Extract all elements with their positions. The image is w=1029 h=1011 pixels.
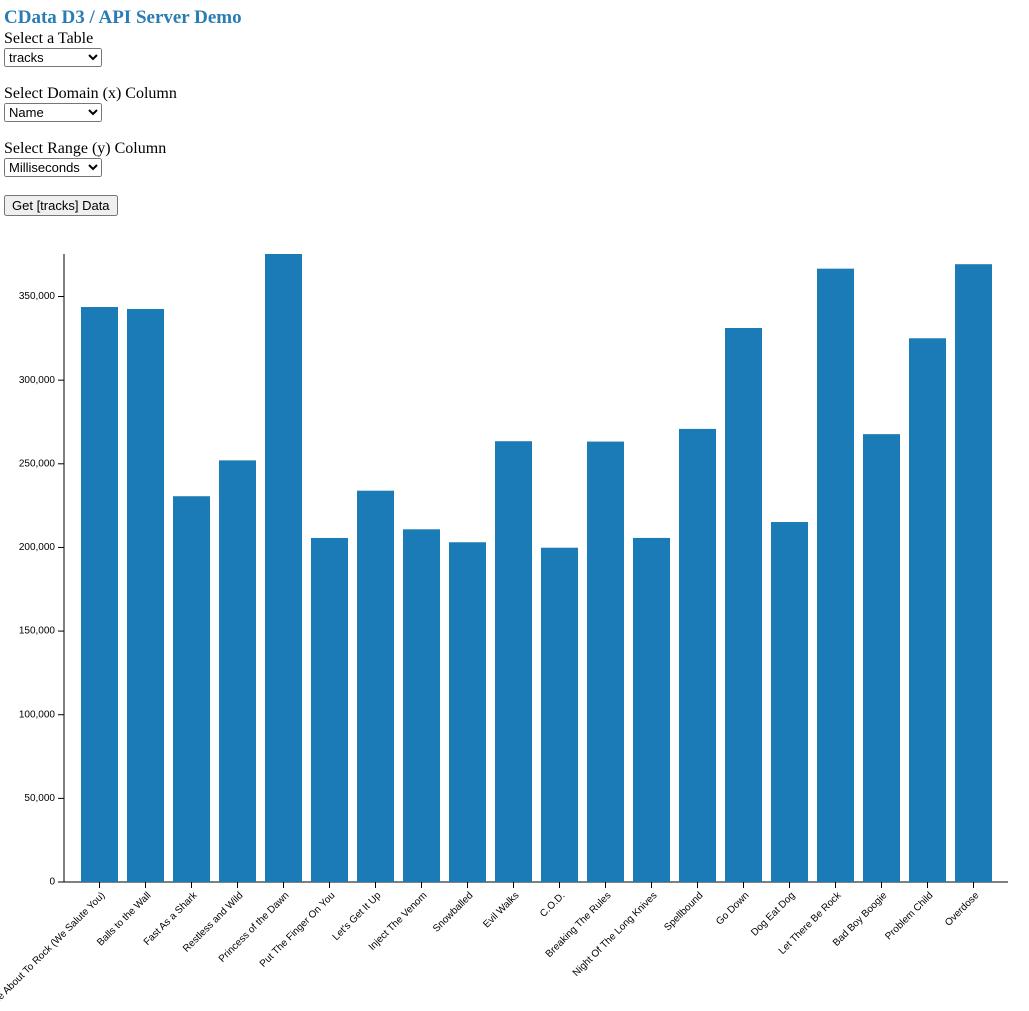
table-select[interactable]: tracks: [4, 48, 102, 67]
x-tick-label: Let's Get It Up: [331, 890, 384, 943]
domain-select[interactable]: Name: [4, 103, 102, 122]
bar: [633, 537, 670, 882]
bar: [909, 338, 946, 882]
x-tick-label: C.O.D.: [538, 890, 567, 919]
range-select[interactable]: Milliseconds: [4, 158, 102, 177]
control-label: Select Domain (x) Column: [4, 85, 177, 102]
bar: [725, 328, 762, 882]
bar: [541, 547, 578, 882]
x-tick-label: Go Down: [714, 890, 751, 927]
x-tick-label: Night Of The Long Knives: [571, 890, 660, 979]
x-tick-label: Princess of the Dawn: [217, 890, 292, 965]
x-tick-label: Snowballed: [431, 890, 475, 934]
y-tick-label: 250,000: [19, 458, 56, 469]
x-tick-label: Fast As a Shark: [142, 890, 200, 948]
x-tick-label: Let There Be Rock: [777, 890, 844, 957]
bar: [127, 308, 164, 883]
y-tick-label: 50,000: [24, 793, 55, 804]
bar: [955, 264, 992, 883]
x-tick-label: Dog Eat Dog: [749, 890, 797, 938]
bar: [771, 522, 808, 882]
x-tick-label: For Those About To Rock (We Salute You): [0, 890, 107, 1011]
bar: [449, 542, 486, 882]
y-tick-label: 150,000: [19, 626, 56, 637]
x-tick-label: Balls to the Wall: [95, 890, 153, 948]
x-tick-label: Bad Boy Boogie: [831, 890, 890, 949]
x-tick-label: Problem Child: [883, 890, 935, 942]
bar: [495, 441, 532, 882]
x-tick-label: Put The Finger On You: [258, 890, 338, 970]
control-label: Select a Table: [4, 30, 94, 47]
bar: [219, 460, 256, 882]
x-tick-label: Evil Walks: [481, 890, 521, 930]
x-tick-label: Inject The Venom: [367, 890, 430, 953]
bar: [357, 490, 394, 882]
y-tick-label: 350,000: [19, 291, 56, 302]
bar: [679, 428, 716, 882]
bar: [863, 434, 900, 882]
bar: [587, 441, 624, 882]
y-tick-label: 300,000: [19, 375, 56, 386]
x-tick-label: Breaking The Rules: [544, 890, 614, 960]
bar: [81, 307, 118, 883]
x-tick-label: Restless and Wild: [181, 890, 245, 954]
page-title: CData D3 / API Server Demo: [4, 7, 242, 28]
bar: [403, 529, 440, 882]
get-data-button[interactable]: Get [tracks] Data: [4, 195, 118, 216]
bar: [311, 537, 348, 882]
control-label: Select Range (y) Column: [4, 140, 167, 157]
y-tick-label: 0: [49, 877, 55, 888]
bar: [173, 496, 210, 882]
y-tick-label: 100,000: [19, 709, 56, 720]
x-tick-label: Spellbound: [662, 890, 705, 933]
bar: [265, 254, 302, 882]
y-tick-label: 200,000: [19, 542, 56, 553]
x-tick-label: Overdose: [943, 890, 982, 929]
bar: [817, 268, 854, 883]
